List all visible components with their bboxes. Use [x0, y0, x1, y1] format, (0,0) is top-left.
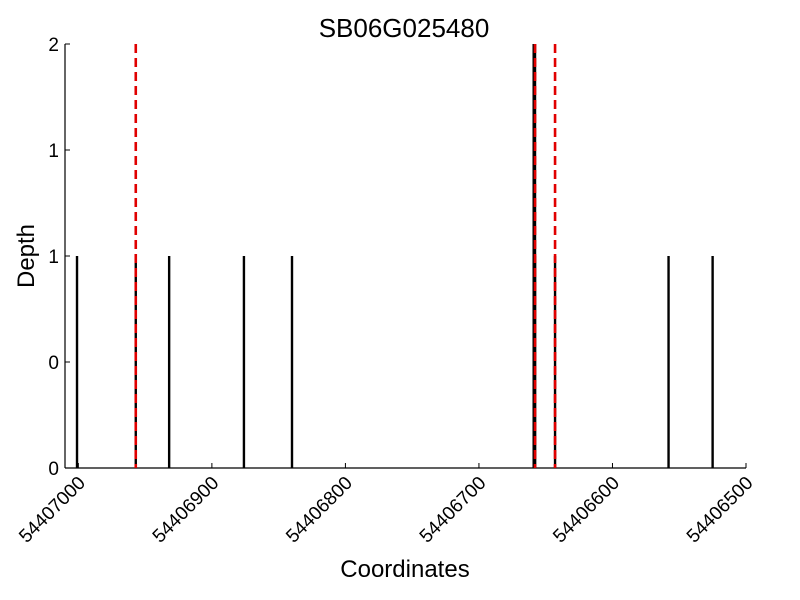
y-tick-label-1: 0	[48, 353, 59, 374]
x-tick-label-5: 54406500	[683, 473, 758, 548]
chart-title: SB06G025480	[319, 13, 490, 43]
y-tick-label-3: 1	[48, 141, 59, 162]
y-tick-label-2: 1	[48, 247, 59, 268]
plot-area: 0 0 1 1 2 54407000 54406900 54406800 54406700 544…	[15, 35, 757, 547]
x-tick-label-1: 54406900	[149, 473, 224, 548]
x-tick-label-0: 54407000	[15, 473, 90, 548]
x-tick-label-2: 54406800	[282, 473, 357, 548]
x-axis-label: Coordinates	[340, 556, 469, 583]
y-axis-label: Depth	[13, 224, 40, 288]
y-tick-label-4: 2	[48, 35, 59, 56]
x-tick-label-4: 54406600	[549, 473, 624, 548]
x-tick-label-3: 54406700	[416, 473, 491, 548]
y-tick-label-0: 0	[48, 459, 59, 480]
